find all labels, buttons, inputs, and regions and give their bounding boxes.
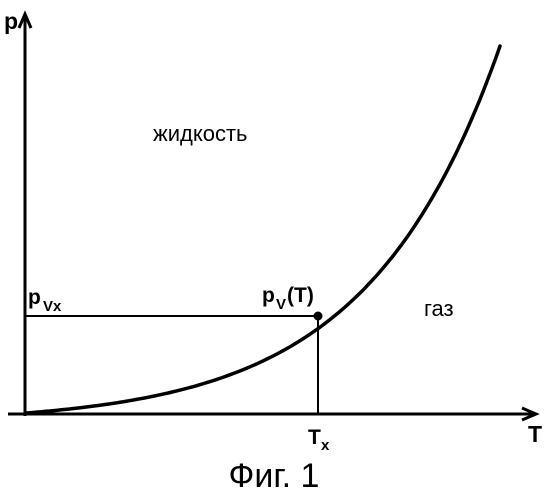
- tx-subscript: x: [321, 437, 330, 454]
- x-axis-label: T: [528, 421, 542, 447]
- operating-point: [314, 312, 323, 321]
- curve-label-subscript: V: [276, 296, 286, 313]
- tx-label: T: [308, 426, 321, 449]
- curve-label: p: [262, 284, 275, 307]
- y-axis-label: p: [4, 8, 18, 34]
- curve-label-argument: (T): [287, 284, 314, 307]
- vapor-pressure-curve: [26, 46, 500, 413]
- pvx-label: p: [28, 286, 41, 309]
- region-gas-label: газ: [424, 296, 454, 321]
- pvx-subscript: Vx: [43, 298, 62, 315]
- figure-caption: Фиг. 1: [229, 457, 320, 495]
- region-liquid-label: жидкость: [153, 121, 248, 146]
